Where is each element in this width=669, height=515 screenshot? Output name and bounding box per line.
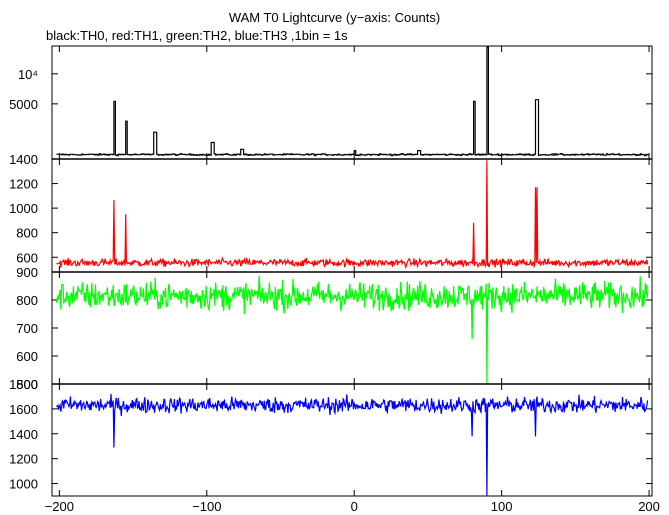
y-tick-label: 500	[16, 377, 38, 392]
panel-frame	[51, 158, 653, 273]
y-tick-label: 1200	[9, 177, 38, 192]
series-line-th1	[56, 160, 649, 270]
panel-th0: 1400 5000 10⁴	[9, 45, 653, 167]
panel-frame	[51, 45, 653, 160]
y-tick-label: 1000	[9, 201, 38, 216]
series-line-th3	[56, 393, 649, 497]
panel-th3: 1000 1200 1400 1600 1800	[9, 377, 653, 497]
y-tick-label: 600	[16, 349, 38, 364]
y-tick-label: 5000	[9, 97, 38, 112]
y-tick-label: 800	[16, 226, 38, 241]
panel-th1: 600 800 1000 1200	[9, 158, 653, 273]
y-tick-label: 1000	[9, 477, 38, 492]
chart-title: WAM T0 Lightcurve (y−axis: Counts)	[228, 10, 441, 25]
x-tick-label: −100	[192, 499, 221, 514]
y-tick-label: 800	[16, 293, 38, 308]
x-tick-label: 200	[638, 499, 660, 514]
chart-subtitle: black:TH0, red:TH1, green:TH2, blue:TH3 …	[46, 28, 348, 43]
y-tick-label: 1800	[9, 377, 38, 392]
panel-th2: 500 600 700 800 900	[16, 265, 653, 392]
series-line-th2	[55, 275, 649, 385]
x-tick-label: −200	[45, 499, 74, 514]
series-line-th0	[56, 46, 650, 157]
x-tick-label: 100	[491, 499, 513, 514]
y-tick-label: 600	[16, 250, 38, 265]
y-tick-label: 700	[16, 321, 38, 336]
y-tick-label: 10⁴	[18, 67, 38, 82]
y-tick-label: 1200	[9, 452, 38, 467]
y-tick-label: 1400	[9, 427, 38, 442]
y-tick-label: 900	[16, 265, 38, 280]
y-tick-label: 1600	[9, 402, 38, 417]
x-tick-label: 0	[351, 499, 358, 514]
y-tick-label: 1400	[9, 152, 38, 167]
